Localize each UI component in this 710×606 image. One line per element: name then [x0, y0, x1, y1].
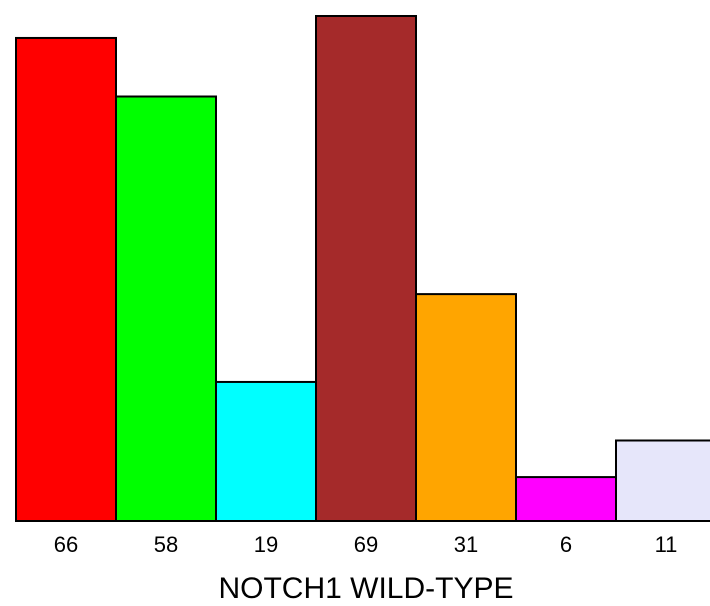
x-tick-label: 6	[560, 532, 572, 557]
x-tick-label: 66	[54, 532, 78, 557]
bar-6	[515, 476, 617, 522]
x-axis-title: NOTCH1 WILD-TYPE	[218, 572, 513, 605]
bar-58	[115, 95, 217, 523]
x-tick-label: 69	[354, 532, 378, 557]
x-tick-label: 31	[454, 532, 478, 557]
bar-11	[615, 439, 710, 523]
bar-31	[415, 293, 517, 522]
bar-69	[315, 15, 417, 522]
x-tick-label: 58	[154, 532, 178, 557]
tick-labels-group: 66 58 19 69 31 6 11	[54, 532, 678, 557]
bar-66	[15, 36, 117, 523]
x-tick-label: 19	[254, 532, 278, 557]
bars-group	[15, 15, 710, 523]
bar-19	[215, 380, 317, 522]
x-tick-label: 11	[655, 532, 678, 557]
